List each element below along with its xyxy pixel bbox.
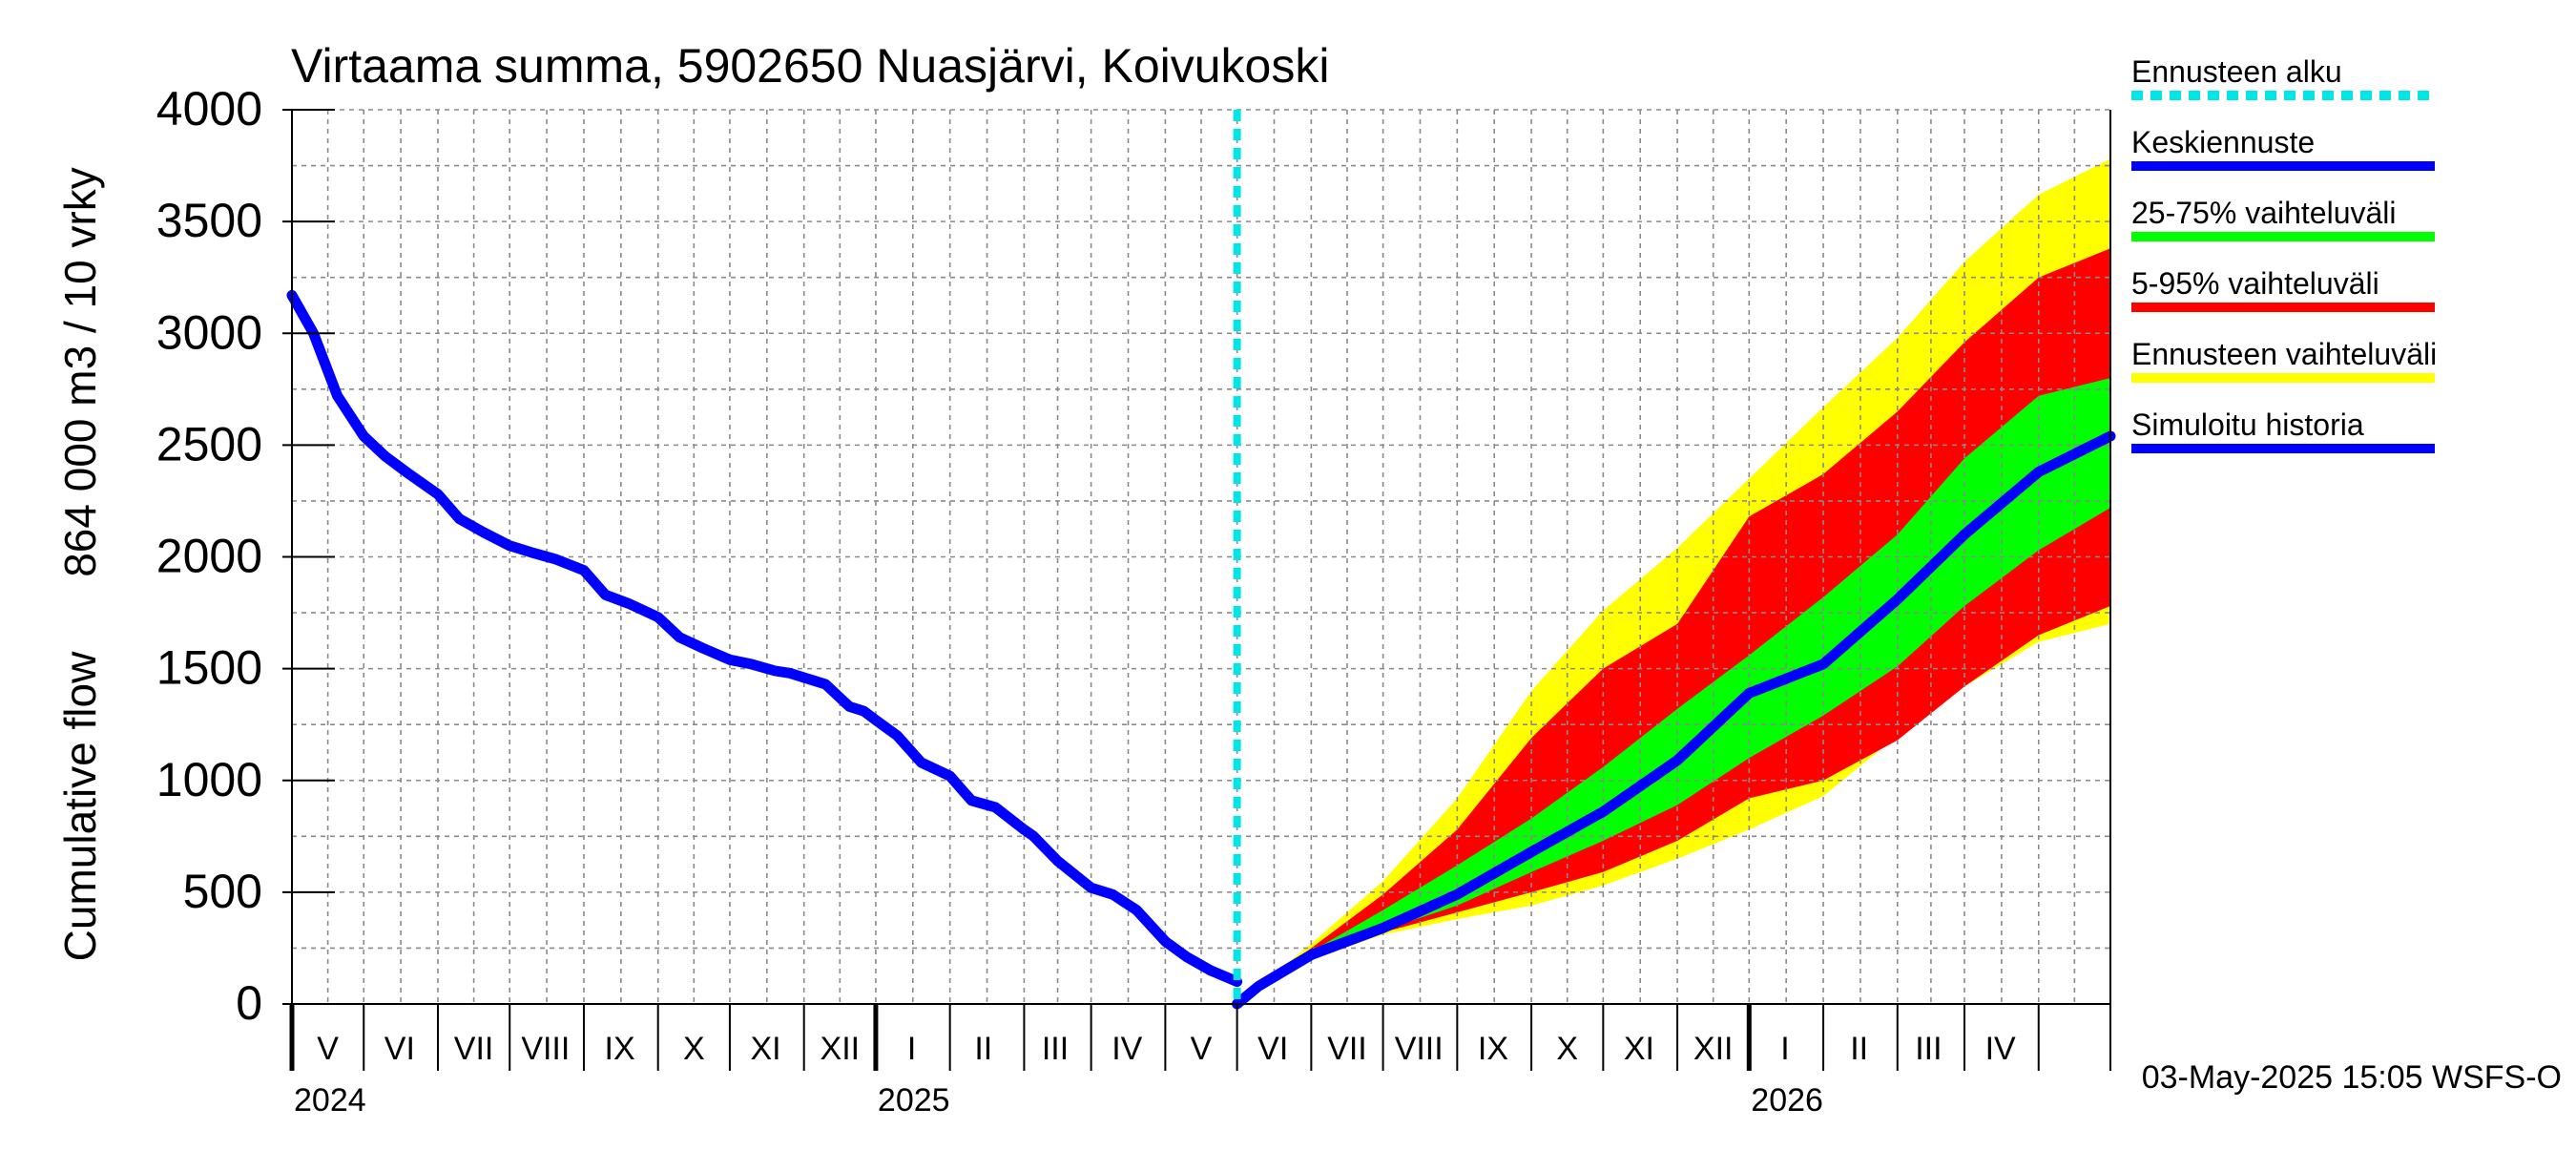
x-month-label: X xyxy=(1556,1031,1578,1067)
legend-label-0: Ennusteen alku xyxy=(2131,54,2342,89)
legend-label-5: Simuloitu historia xyxy=(2131,408,2364,442)
grid-lines xyxy=(291,109,2111,1005)
x-month-label: X xyxy=(683,1031,705,1067)
x-month-label: I xyxy=(907,1031,916,1067)
x-month-label: III xyxy=(1042,1031,1069,1067)
x-month-label: VII xyxy=(1327,1031,1367,1067)
y-tick-label: 2500 xyxy=(156,417,262,470)
x-month-label: VIII xyxy=(521,1031,570,1067)
x-month-label: III xyxy=(1915,1031,1942,1067)
y-tick-label: 4000 xyxy=(156,82,262,136)
series-line-0 xyxy=(286,289,1243,988)
y-tick-label: 1000 xyxy=(156,753,262,806)
x-month-label: XI xyxy=(751,1031,781,1067)
legend-label-4: Ennusteen vaihteluväli xyxy=(2131,337,2437,371)
x-month-label: XII xyxy=(821,1031,861,1067)
band-2 xyxy=(1236,378,2110,1005)
series-line-1 xyxy=(1232,430,2116,1010)
y-tick-label: 2000 xyxy=(156,530,262,583)
x-year-label: 2025 xyxy=(878,1082,950,1119)
x-year-label: 2026 xyxy=(1751,1082,1823,1119)
x-month-label: IX xyxy=(1478,1031,1508,1067)
x-month-label: IV xyxy=(1111,1031,1142,1067)
band-1 xyxy=(1236,248,2110,1004)
y-axis-label-inner: 864 000 m3 / 10 vrky xyxy=(55,167,105,577)
legend-label-3: 5-95% vaihteluväli xyxy=(2131,266,2379,301)
legend: Ennusteen alku Keskiennuste 25-75% vaihtel… xyxy=(2131,54,2437,453)
x-month-label: VI xyxy=(384,1031,415,1067)
legend-label-2: 25-75% vaihteluväli xyxy=(2131,196,2397,230)
series-lines xyxy=(286,110,2116,1010)
x-month-label: V xyxy=(317,1031,339,1067)
chart-title: Virtaama summa, 5902650 Nuasjärvi, Koivu… xyxy=(291,39,1329,93)
x-year-label: 2024 xyxy=(294,1082,366,1119)
forecast-bands xyxy=(1236,158,2110,1005)
x-month-label: VIII xyxy=(1395,1031,1444,1067)
y-tick-label: 500 xyxy=(183,865,262,918)
x-month-label: XI xyxy=(1624,1031,1654,1067)
x-month-label: I xyxy=(1780,1031,1789,1067)
x-month-label: II xyxy=(974,1031,992,1067)
legend-label-1: Keskiennuste xyxy=(2131,125,2315,159)
x-month-label: V xyxy=(1191,1031,1213,1067)
x-month-label: IV xyxy=(1985,1031,2016,1067)
x-month-label: VI xyxy=(1257,1031,1288,1067)
y-tick-label: 3500 xyxy=(156,194,262,247)
y-axis-label-outer: Cumulative flow xyxy=(55,651,105,961)
x-month-label: XII xyxy=(1693,1031,1734,1067)
x-month-label: II xyxy=(1850,1031,1868,1067)
x-month-label: IX xyxy=(605,1031,635,1067)
x-month-label: VII xyxy=(454,1031,494,1067)
band-0 xyxy=(1236,158,2110,1004)
y-tick-label: 3000 xyxy=(156,305,262,359)
y-tick-label: 1500 xyxy=(156,641,262,695)
timestamp-footer: 03-May-2025 15:05 WSFS-O xyxy=(2142,1059,2562,1096)
y-tick-label: 0 xyxy=(236,976,262,1030)
